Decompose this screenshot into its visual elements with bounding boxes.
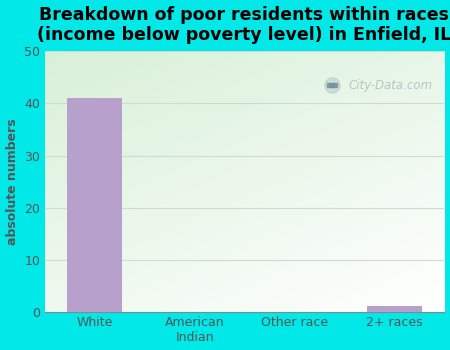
Y-axis label: absolute numbers: absolute numbers	[5, 118, 18, 245]
Bar	[68, 98, 122, 312]
Bar	[367, 306, 422, 312]
Title: Breakdown of poor residents within races
(income below poverty level) in Enfield: Breakdown of poor residents within races…	[37, 6, 450, 44]
Text: City-Data.com: City-Data.com	[348, 79, 432, 92]
